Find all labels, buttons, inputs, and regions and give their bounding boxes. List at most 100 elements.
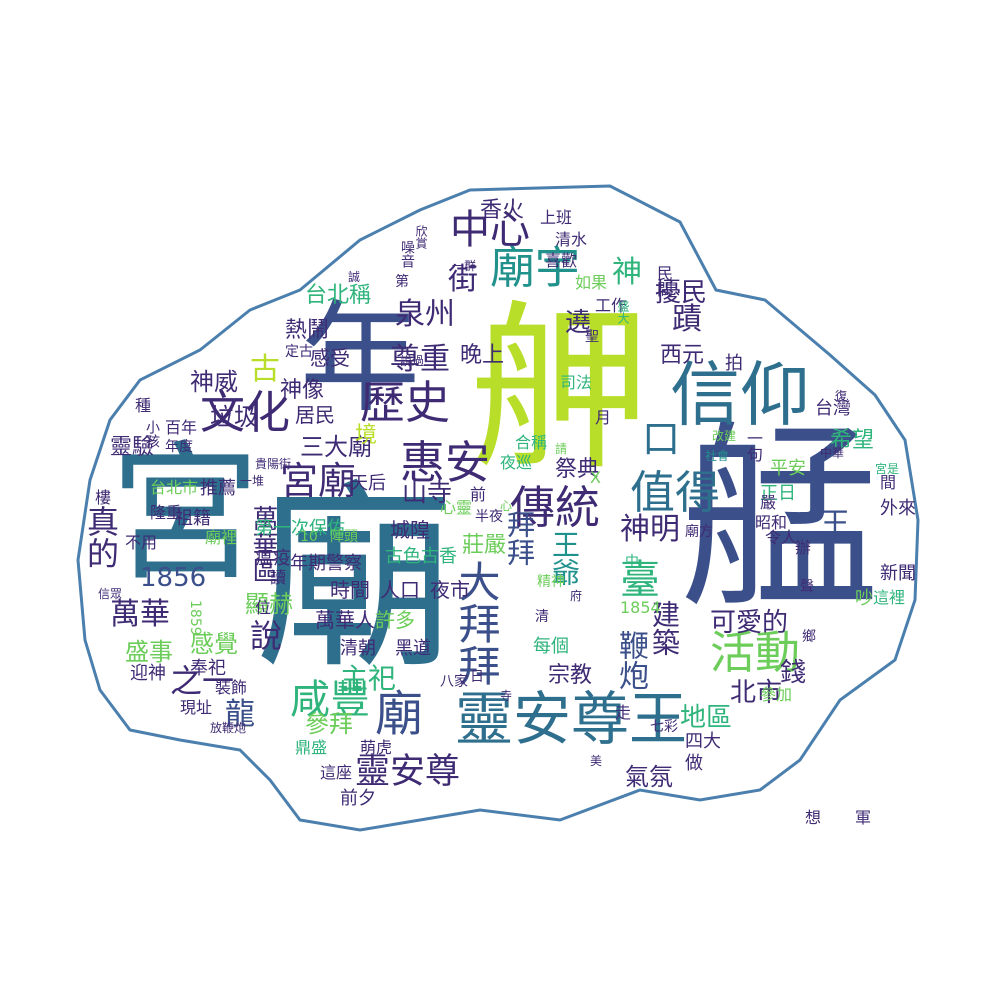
word-cloud-term: 靈驗 (110, 435, 155, 460)
word-cloud-term: 廟宇 (490, 241, 581, 294)
word-cloud-term: 主祀 (340, 662, 397, 695)
word-cloud-term: 萬華區 (248, 505, 278, 583)
word-cloud-term: 喜歡 (545, 251, 578, 270)
word-cloud-term: 廟 (255, 463, 456, 696)
word-cloud-term: 傳統 (510, 481, 601, 534)
word-cloud-term: 惠安 (400, 436, 491, 489)
word-cloud-term: 歷史 (360, 376, 451, 429)
word-cloud-term: 第一次保佑 (255, 518, 345, 539)
word-cloud-term: 請 (555, 442, 568, 456)
word-cloud-term: 每個 (533, 636, 569, 657)
word-cloud-term: 盛事 (125, 638, 173, 666)
word-cloud-term: 現址 (180, 698, 213, 717)
word-cloud-term: 七彩 (650, 719, 678, 735)
word-cloud-term: 大拜拜 (452, 560, 501, 686)
word-cloud-term: X (590, 468, 601, 487)
word-cloud-term: 辦 (795, 538, 812, 557)
word-cloud-term: 一群 (452, 259, 477, 273)
word-cloud-term: 正日 (760, 483, 796, 504)
word-cloud-term: 氣氛 (625, 763, 673, 791)
word-cloud-term: 如果 (575, 273, 608, 292)
cloud-outline (76, 184, 920, 832)
word-cloud-term: 口 (642, 417, 681, 461)
word-cloud-term: 居民 (295, 403, 335, 427)
word-cloud-term: 熱鬧 (285, 318, 330, 343)
word-cloud-term: 種 (135, 396, 152, 415)
word-cloud-term: 嚴 (760, 493, 777, 512)
word-cloud-term: 宮是 (875, 462, 900, 476)
word-cloud-term: 王爺 (548, 530, 581, 586)
word-cloud-term: 境 (355, 423, 378, 448)
word-cloud-term: 前夕 (340, 788, 376, 809)
word-cloud-term: 八家 (440, 674, 468, 690)
word-cloud-term: 精神 (537, 574, 565, 590)
word-cloud-term: 聲 (800, 579, 814, 595)
word-cloud-term: 美 (590, 754, 603, 768)
word-cloud-term: 宮廟 (280, 459, 357, 503)
word-cloud-term: 廟 (375, 686, 424, 742)
word-cloud-term: 廟方 (685, 524, 713, 540)
word-cloud-term: 陣頭 (330, 529, 358, 545)
word-cloud-term: 工作 (595, 296, 628, 315)
word-cloud-term: 王 (820, 507, 850, 542)
word-cloud-term: 北市 (730, 678, 783, 708)
word-cloud-term: 瘟疫 (255, 548, 291, 569)
word-cloud-term: 龍 (225, 697, 255, 732)
word-cloud-term: 艋 (680, 403, 881, 636)
word-cloud-term: 台北市 (150, 478, 199, 497)
word-cloud-term: 台灣 (815, 398, 851, 419)
word-cloud-term: 清水 (555, 230, 588, 249)
word-cloud-term: 萌虎 (360, 738, 393, 757)
word-cloud-term: 蹟 (672, 302, 702, 337)
word-cloud-term: 顯赫 (245, 590, 293, 618)
word-cloud-term: 值得 (630, 466, 721, 519)
word-cloud-term: 噪音 (399, 240, 415, 268)
word-cloud-term: 百年 (165, 418, 198, 437)
word-cloud-term: 神 (612, 255, 642, 290)
word-cloud-term: 不用 (125, 533, 158, 552)
word-cloud-term: 天后 (350, 473, 386, 494)
word-cloud-term: 這座 (320, 763, 353, 782)
word-cloud-term: 吵 (855, 588, 873, 609)
word-cloud-term: 這裡 (873, 588, 906, 607)
word-cloud-term: 心 (500, 499, 513, 513)
word-cloud-term: 泉州 (395, 297, 455, 332)
word-cloud-term: 欣賞 (414, 225, 428, 249)
word-cloud-term: 司法 (560, 373, 593, 392)
word-cloud-term: 靈安尊王 (455, 685, 688, 753)
word-cloud-term: 1854 (620, 598, 661, 617)
word-cloud-term: 昭和 (755, 513, 788, 532)
word-cloud-term: 信眾 (98, 587, 123, 601)
word-cloud-term: 宮 (110, 428, 261, 602)
word-cloud-term: 民間 (654, 265, 673, 297)
word-cloud-term: 年 (300, 290, 420, 429)
word-cloud-term: 真的 (82, 505, 120, 569)
word-cloud-term: 神像 (280, 378, 325, 403)
word-cloud-term: 時間 (330, 578, 370, 602)
word-cloud-term: 1859 (187, 600, 203, 636)
word-cloud-term: 鼎盛 (295, 738, 328, 757)
word-cloud-term: 奉祀 (190, 658, 226, 679)
word-cloud-term: 小孩 (144, 420, 160, 448)
word-cloud-term: 走 (615, 703, 632, 722)
word-cloud-term: 說 (250, 617, 283, 655)
word-cloud-term: 聖 (585, 329, 599, 345)
word-cloud-term: 街 (448, 262, 478, 297)
word-cloud-term: 1856 (140, 563, 207, 593)
word-cloud-term: 宗教 (548, 663, 593, 688)
word-cloud-term: 參加 (760, 685, 793, 704)
word-cloud-term: 日 (470, 669, 484, 685)
word-cloud-term: 錢 (780, 658, 807, 688)
word-cloud-term: 參拜 (305, 710, 353, 738)
word-cloud-term: 清 (535, 609, 549, 625)
word-cloud-term: 上班 (540, 208, 573, 227)
word-cloud-term: 鞭炮 (613, 630, 648, 690)
word-cloud-term: 位 (255, 598, 272, 617)
word-cloud-term: 神威 (190, 368, 238, 396)
word-cloud-term: 四大 (685, 731, 721, 752)
word-cloud-term: 希望 (830, 428, 875, 453)
word-cloud-term: 夜市 (430, 578, 470, 602)
word-cloud-term: 第 (395, 274, 409, 290)
word-cloud-term: 人口 (380, 578, 420, 602)
word-cloud-term: 清朝 (340, 638, 376, 659)
